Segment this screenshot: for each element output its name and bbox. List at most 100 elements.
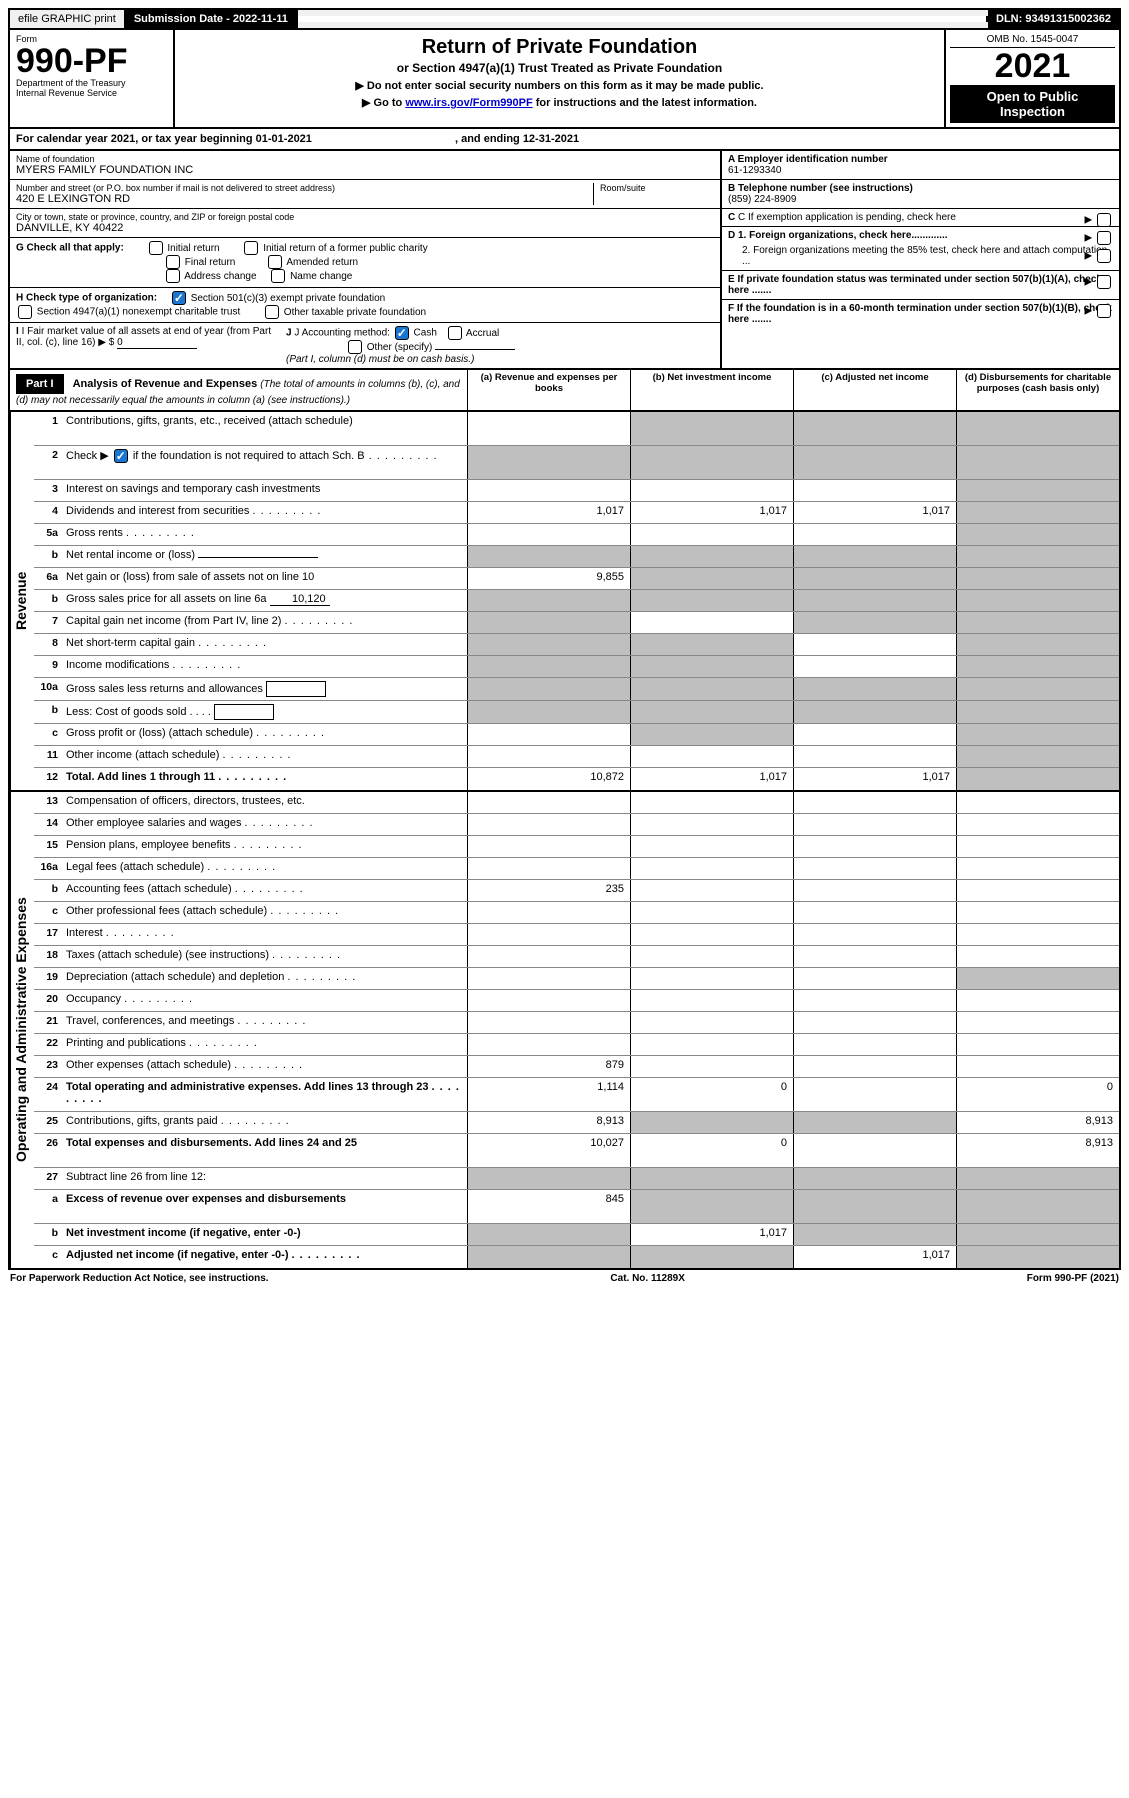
check-final-return[interactable] — [166, 255, 180, 269]
form-header: Form 990-PF Department of the Treasury I… — [8, 30, 1121, 129]
address-label: Number and street (or P.O. box number if… — [16, 183, 587, 193]
fmv-value: 0 — [117, 337, 197, 349]
check-name-change[interactable] — [271, 269, 285, 283]
cell: 0 — [631, 1078, 794, 1111]
row-num: 14 — [34, 814, 62, 835]
phone-label: B Telephone number (see instructions) — [728, 183, 1113, 194]
year-end: , and ending 12-31-2021 — [455, 133, 579, 145]
check-501c3[interactable]: ✓ — [172, 291, 186, 305]
row-num: 1 — [34, 412, 62, 445]
row-desc: Legal fees (attach schedule) — [62, 858, 468, 879]
catalog-number: Cat. No. 11289X — [610, 1273, 684, 1284]
row-desc: Gross profit or (loss) (attach schedule) — [62, 724, 468, 745]
row-desc: Net short-term capital gain — [62, 634, 468, 655]
revenue-vlabel: Revenue — [10, 412, 34, 790]
g-label: G Check all that apply: — [16, 243, 124, 254]
row-num: 13 — [34, 792, 62, 813]
page-footer: For Paperwork Reduction Act Notice, see … — [8, 1270, 1121, 1287]
final-return-label: Final return — [185, 257, 236, 268]
check-initial-public[interactable] — [244, 241, 258, 255]
h-label: H Check type of organization: — [16, 293, 157, 304]
check-85pct[interactable] — [1097, 249, 1111, 263]
row-desc: Income modifications — [62, 656, 468, 677]
check-other-taxable[interactable] — [265, 305, 279, 319]
4947-label: Section 4947(a)(1) nonexempt charitable … — [37, 307, 240, 318]
row-desc: Other income (attach schedule) — [62, 746, 468, 767]
row-desc: Taxes (attach schedule) (see instruction… — [62, 946, 468, 967]
notice-pre: ▶ Go to — [362, 97, 405, 109]
row-num: 24 — [34, 1078, 62, 1111]
row-num: 10a — [34, 678, 62, 700]
cell: 845 — [468, 1190, 631, 1223]
row-num: 7 — [34, 612, 62, 633]
foundation-name: MYERS FAMILY FOUNDATION INC — [16, 164, 714, 176]
check-other-method[interactable] — [348, 340, 362, 354]
col-b-header: (b) Net investment income — [631, 370, 794, 410]
room-suite-label: Room/suite — [600, 183, 714, 193]
row-desc: Net rental income or (loss) — [62, 546, 468, 567]
check-cash[interactable]: ✓ — [395, 326, 409, 340]
check-initial-return[interactable] — [149, 241, 163, 255]
cell: 9,855 — [468, 568, 631, 589]
row-num: b — [34, 1224, 62, 1245]
irs-label: Internal Revenue Service — [16, 88, 167, 98]
cell: 10,872 — [468, 768, 631, 790]
row-num: 6a — [34, 568, 62, 589]
notice-post: for instructions and the latest informat… — [536, 97, 757, 109]
check-amended[interactable] — [268, 255, 282, 269]
cell: 0 — [957, 1078, 1119, 1111]
part1-label: Part I — [16, 374, 64, 394]
row-desc: Contributions, gifts, grants paid — [62, 1112, 468, 1133]
row-num: 3 — [34, 480, 62, 501]
row-desc: Interest on savings and temporary cash i… — [62, 480, 468, 501]
d1-label: D 1. Foreign organizations, check here..… — [728, 230, 948, 241]
col-c-header: (c) Adjusted net income — [794, 370, 957, 410]
row-num: b — [34, 590, 62, 611]
row-desc: Contributions, gifts, grants, etc., rece… — [62, 412, 468, 445]
cell: 8,913 — [957, 1134, 1119, 1167]
cell: 10,027 — [468, 1134, 631, 1167]
accrual-label: Accrual — [466, 328, 499, 339]
f-label: F If the foundation is in a 60-month ter… — [728, 303, 1112, 325]
cell: 1,017 — [794, 1246, 957, 1268]
goto-notice: ▶ Go to www.irs.gov/Form990PF for instru… — [195, 96, 924, 109]
open-public-badge: Open to Public Inspection — [950, 85, 1115, 123]
check-pre: Check ▶ — [66, 450, 112, 462]
check-accrual[interactable] — [448, 326, 462, 340]
irs-link[interactable]: www.irs.gov/Form990PF — [405, 97, 532, 109]
check-foreign-org[interactable] — [1097, 231, 1111, 245]
row-num: 20 — [34, 990, 62, 1011]
amended-label: Amended return — [286, 257, 358, 268]
row-desc: Interest — [62, 924, 468, 945]
row-num: 8 — [34, 634, 62, 655]
check-addr-change[interactable] — [166, 269, 180, 283]
row-desc: Gross sales less returns and allowances — [62, 678, 468, 700]
row-num: 11 — [34, 746, 62, 767]
e-label: E If private foundation status was termi… — [728, 274, 1102, 296]
row-num: 23 — [34, 1056, 62, 1077]
expenses-vlabel: Operating and Administrative Expenses — [10, 792, 34, 1268]
check-post: if the foundation is not required to att… — [130, 450, 365, 462]
row-desc: Occupancy — [62, 990, 468, 1011]
accounting-method-label: J Accounting method: — [294, 328, 390, 339]
revenue-table: Revenue 1Contributions, gifts, grants, e… — [8, 412, 1121, 792]
501c3-label: Section 501(c)(3) exempt private foundat… — [191, 293, 386, 304]
check-terminated[interactable] — [1097, 275, 1111, 289]
check-60month[interactable] — [1097, 304, 1111, 318]
cell: 1,017 — [631, 1224, 794, 1245]
row-desc: Gross sales price for all assets on line… — [62, 590, 468, 611]
efile-label[interactable]: efile GRAPHIC print — [10, 10, 126, 28]
cell: 8,913 — [957, 1112, 1119, 1133]
row-num: 19 — [34, 968, 62, 989]
part1-header: Part I Analysis of Revenue and Expenses … — [8, 370, 1121, 412]
row-desc: Total operating and administrative expen… — [62, 1078, 468, 1111]
row-desc: Net investment income (if negative, ente… — [62, 1224, 468, 1245]
row-num: b — [34, 701, 62, 723]
check-no-schb[interactable]: ✓ — [114, 449, 128, 463]
row-num: 12 — [34, 768, 62, 790]
check-4947[interactable] — [18, 305, 32, 319]
row-num: 26 — [34, 1134, 62, 1167]
check-exemption-pending[interactable] — [1097, 213, 1111, 227]
row-desc: Subtract line 26 from line 12: — [62, 1168, 468, 1189]
row-num: 25 — [34, 1112, 62, 1133]
